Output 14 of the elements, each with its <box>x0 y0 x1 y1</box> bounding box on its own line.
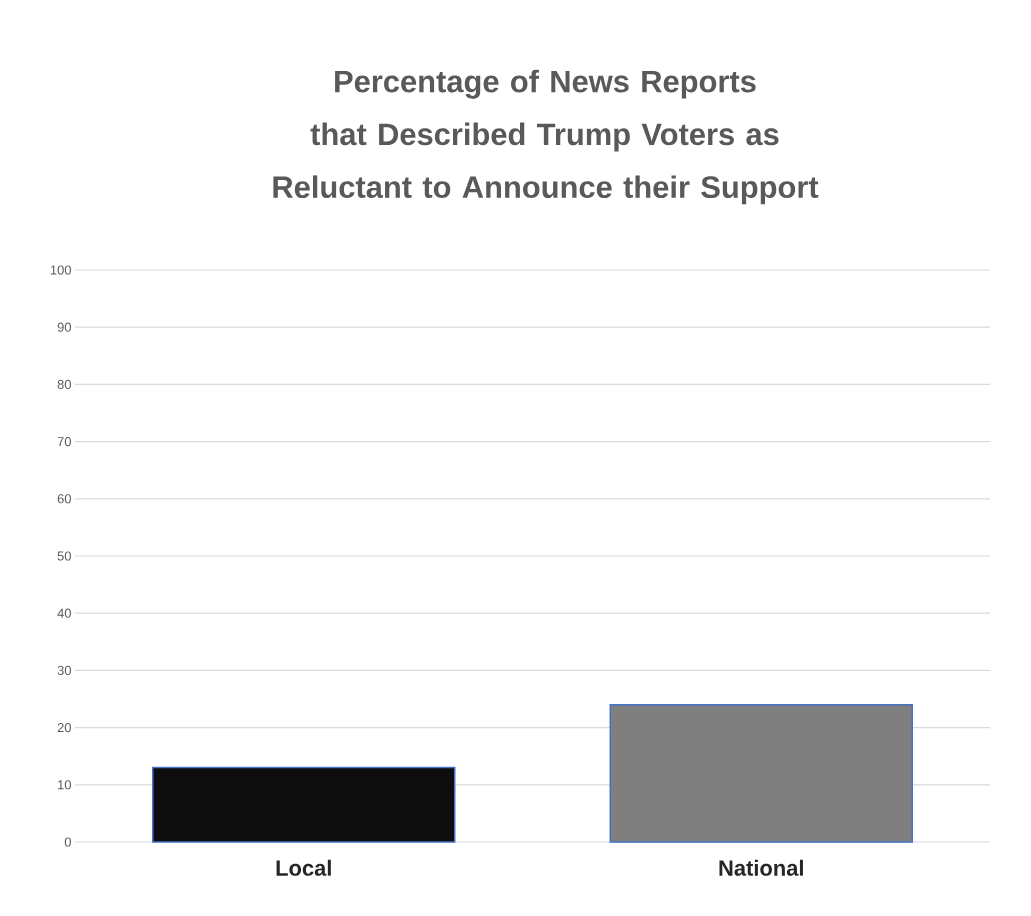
y-tick-label: 10 <box>58 780 71 790</box>
y-tick-label: 90 <box>57 322 71 332</box>
y-tick-label: 20 <box>57 723 71 733</box>
y-tick-label: 70 <box>57 436 71 447</box>
x-tick-label: Local <box>276 859 331 876</box>
y-tick-label: 80 <box>57 379 71 389</box>
y-tick-label: 0 <box>64 837 71 847</box>
x-tick-label: National <box>719 859 803 876</box>
y-tick-label: 50 <box>57 551 71 561</box>
y-tick-label: 30 <box>57 665 71 675</box>
y-tick-label: 40 <box>57 608 71 618</box>
y-tick-label: 100 <box>50 265 71 275</box>
chart-title: Percentage of News Reports that Described Trump Voters as Reluctant to Announce their Support <box>273 69 819 205</box>
y-tick-label: 60 <box>57 494 71 504</box>
